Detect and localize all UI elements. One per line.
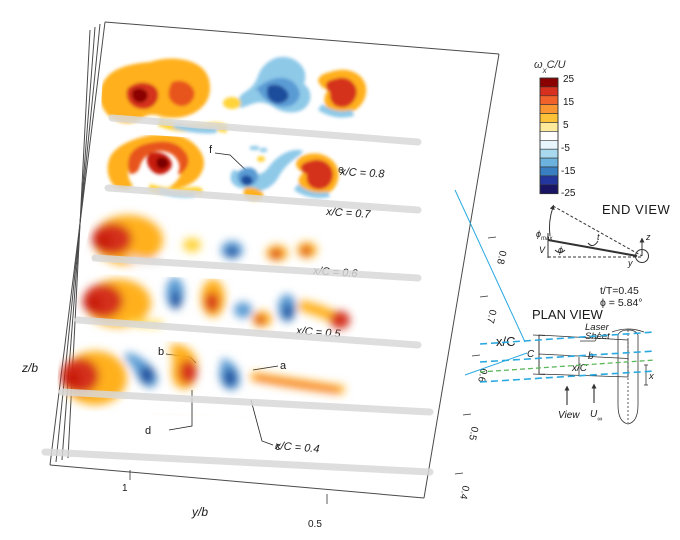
- svg-text:a: a: [280, 360, 287, 372]
- svg-text:ϕ: ϕ: [558, 245, 563, 255]
- svg-text:z/b: z/b: [21, 361, 38, 375]
- svg-text:V: V: [539, 245, 546, 255]
- svg-text:y: y: [627, 258, 633, 268]
- svg-text:1: 1: [122, 483, 128, 494]
- svg-text:-5: -5: [561, 143, 570, 154]
- svg-text:-15: -15: [561, 166, 576, 177]
- svg-text:c: c: [275, 441, 281, 453]
- svg-text:View: View: [558, 410, 580, 421]
- svg-text:z: z: [645, 232, 651, 242]
- svg-text:0.5: 0.5: [308, 519, 322, 530]
- svg-text:y/b: y/b: [191, 505, 208, 519]
- svg-text:t/T=0.45: t/T=0.45: [600, 285, 639, 297]
- svg-text:PLAN VIEW: PLAN VIEW: [532, 307, 604, 322]
- svg-text:15: 15: [563, 97, 575, 108]
- svg-text:-25: -25: [561, 188, 576, 199]
- svg-text:e: e: [338, 164, 344, 176]
- svg-text:b: b: [158, 346, 164, 358]
- svg-text:b: b: [588, 351, 594, 362]
- svg-text:ϕ = 5.84°: ϕ = 5.84°: [600, 297, 642, 309]
- svg-text:END VIEW: END VIEW: [602, 202, 671, 217]
- svg-text:25: 25: [563, 74, 575, 85]
- svg-text:5: 5: [563, 120, 569, 131]
- svg-text:d: d: [145, 425, 151, 437]
